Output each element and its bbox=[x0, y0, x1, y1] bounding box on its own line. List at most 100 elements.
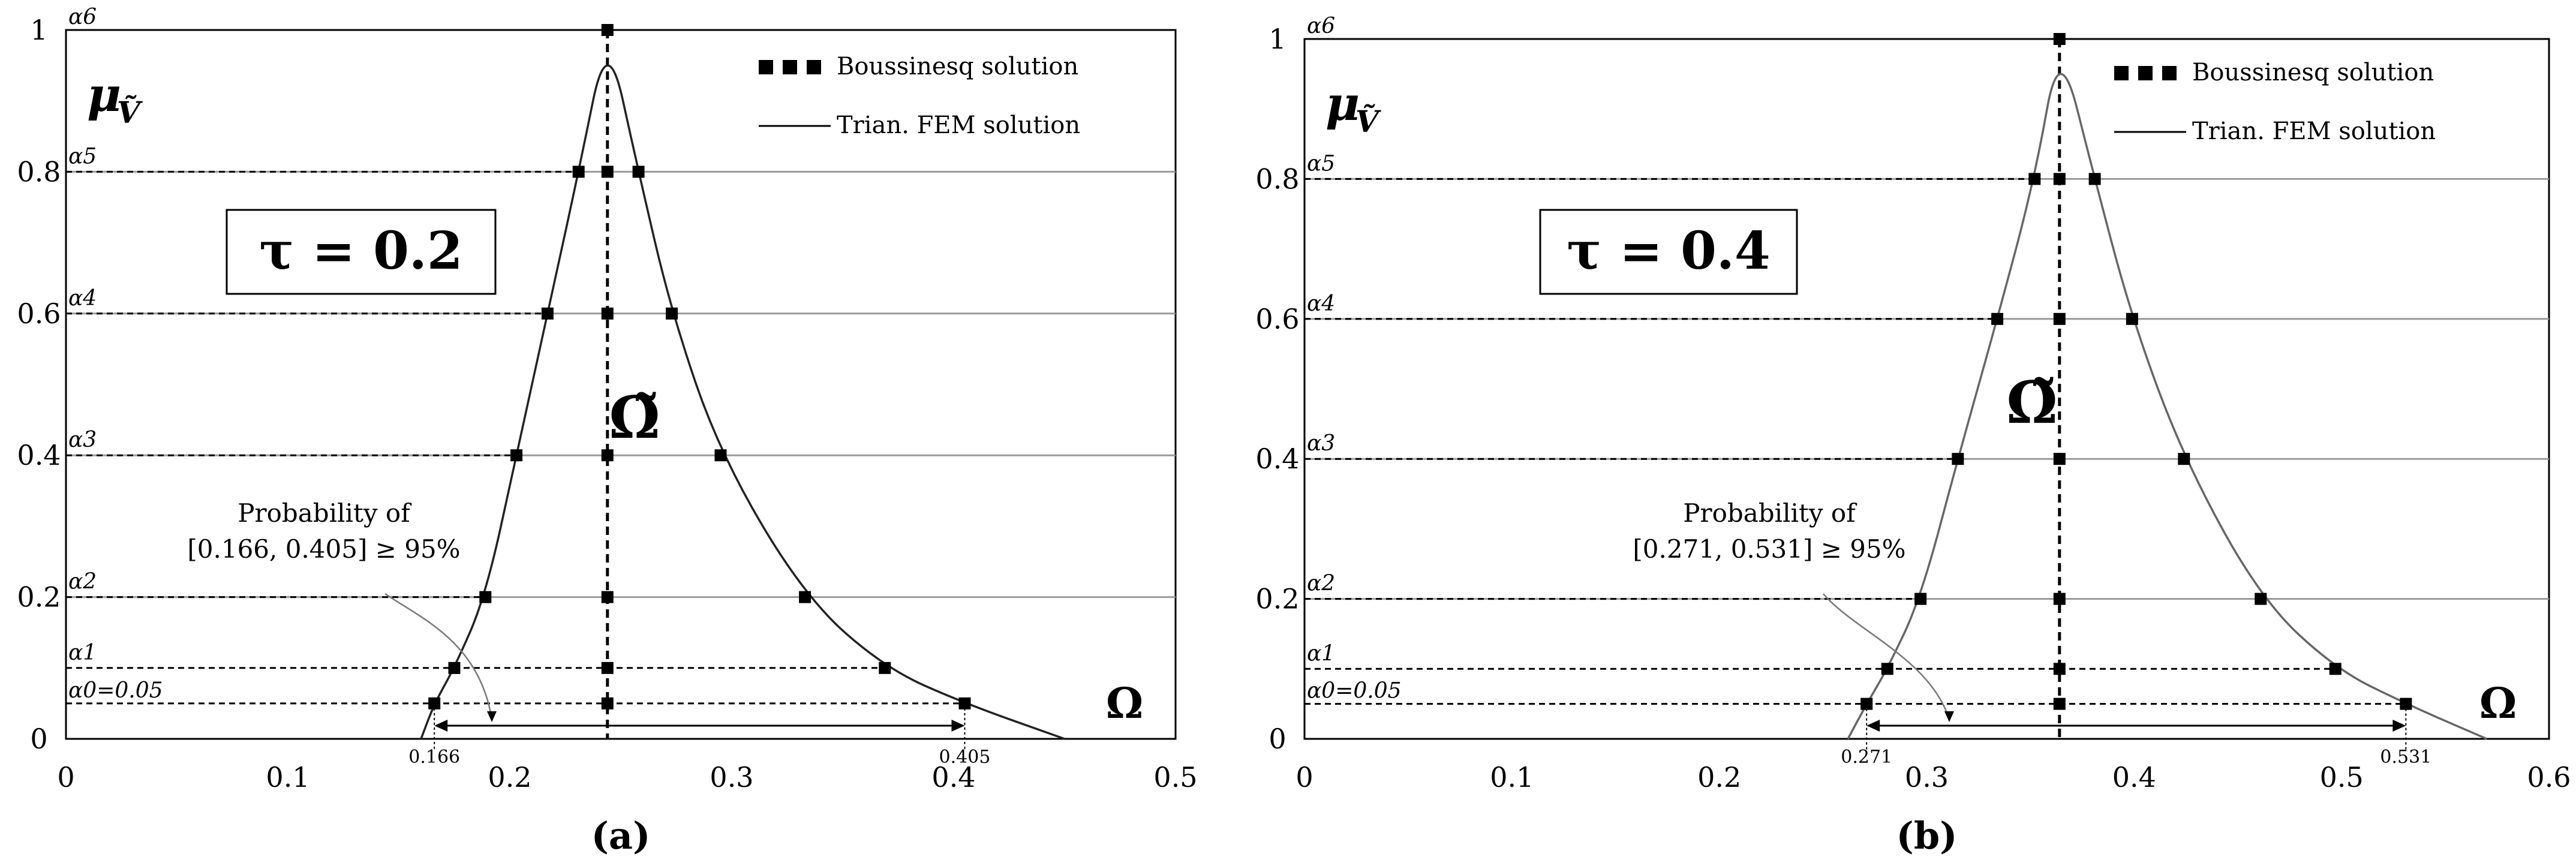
chart-panel-a: 0 0.2 0.4 0.6 0.8 1 0 0.1 0.2 0.3 0.4 0.5 α0=0.05 α1 α… bbox=[17, 5, 1197, 858]
boussinesq-marker bbox=[1991, 313, 2003, 325]
x-tick-label: 0 bbox=[57, 761, 74, 793]
legend-marker bbox=[2114, 66, 2129, 80]
interval-arrowhead-left bbox=[1866, 720, 1880, 732]
tau-label: τ = 0.2 bbox=[259, 221, 462, 281]
boussinesq-marker bbox=[2054, 698, 2066, 710]
boussinesq-marker bbox=[2028, 173, 2040, 185]
y-axis-label: μ bbox=[1325, 77, 1360, 131]
interval-label-left: 0.271 bbox=[1841, 747, 1892, 768]
x-tick-label: 0.1 bbox=[1490, 761, 1534, 793]
y-axis-label: μ bbox=[87, 68, 121, 122]
alpha-label: α1 bbox=[68, 641, 97, 665]
omega-tilde-label: Ω̃ bbox=[609, 384, 660, 452]
alpha-label: α4 bbox=[68, 286, 97, 311]
legend-marker bbox=[759, 60, 773, 74]
legend-boussinesq: Boussinesq solution bbox=[837, 53, 1078, 80]
y-axis-label-subscript: Ṽ bbox=[117, 95, 143, 130]
boussinesq-marker bbox=[479, 591, 491, 603]
fem-curve bbox=[1848, 74, 2487, 739]
y-tick-label: 1 bbox=[1269, 23, 1286, 55]
callout-curve bbox=[1823, 594, 1949, 720]
boussinesq-marker bbox=[666, 308, 678, 320]
y-tick-label: 1 bbox=[30, 14, 47, 46]
panel-label: (b) bbox=[1896, 814, 1957, 858]
interval-label-right: 0.531 bbox=[2380, 747, 2431, 768]
legend-boussinesq: Boussinesq solution bbox=[2192, 59, 2434, 86]
x-tick-label: 0.2 bbox=[1697, 761, 1741, 793]
y-tick-label: 0 bbox=[30, 723, 47, 755]
x-tick-label: 0 bbox=[1295, 761, 1313, 793]
x-axis-label: Ω bbox=[2479, 678, 2517, 728]
y-tick-label: 0.6 bbox=[1255, 303, 1299, 335]
boussinesq-marker bbox=[510, 449, 522, 461]
boussinesq-marker bbox=[573, 166, 585, 178]
x-tick-label: 0.4 bbox=[2112, 761, 2156, 793]
callout-arrowhead bbox=[1944, 711, 1954, 722]
boussinesq-marker bbox=[1952, 453, 1964, 465]
legend-marker bbox=[2138, 66, 2153, 80]
probability-line1: Probability of bbox=[238, 498, 412, 528]
x-tick-label: 0.2 bbox=[488, 761, 531, 793]
y-tick-label: 0.4 bbox=[1255, 443, 1299, 475]
boussinesq-marker bbox=[602, 591, 614, 603]
y-tick-label: 0 bbox=[1269, 723, 1286, 755]
boussinesq-marker bbox=[2054, 173, 2066, 185]
probability-line1: Probability of bbox=[1683, 498, 1857, 528]
boussinesq-marker bbox=[2126, 313, 2138, 325]
alpha-label: α2 bbox=[68, 570, 97, 594]
boussinesq-marker bbox=[602, 24, 614, 36]
boussinesq-marker bbox=[799, 591, 811, 603]
probability-line2: [0.166, 0.405] ≥ 95% bbox=[187, 534, 460, 564]
x-tick-label: 0.3 bbox=[710, 761, 753, 793]
omega-tilde-label: Ω̃ bbox=[2006, 369, 2057, 437]
boussinesq-marker bbox=[602, 166, 614, 178]
y-tick-label: 0.2 bbox=[1255, 583, 1299, 615]
alpha-label: α3 bbox=[1307, 431, 1335, 456]
boussinesq-marker bbox=[2255, 593, 2267, 605]
boussinesq-marker bbox=[2054, 313, 2066, 325]
x-tick-label: 0.5 bbox=[2320, 761, 2364, 793]
boussinesq-marker bbox=[2329, 663, 2341, 675]
interval-arrowhead-left bbox=[434, 720, 447, 732]
legend-marker bbox=[2162, 66, 2177, 80]
boussinesq-marker bbox=[2178, 453, 2190, 465]
y-axis-label-subscript: Ṽ bbox=[1355, 104, 1382, 139]
boussinesq-marker bbox=[602, 697, 614, 709]
boussinesq-marker bbox=[542, 308, 554, 320]
probability-line2: [0.271, 0.531] ≥ 95% bbox=[1633, 534, 1905, 564]
boussinesq-marker bbox=[1914, 593, 1926, 605]
tau-label: τ = 0.4 bbox=[1567, 221, 1770, 281]
interval-label-left: 0.166 bbox=[408, 747, 460, 768]
alpha-label: α6 bbox=[68, 5, 97, 29]
interval-label-right: 0.405 bbox=[939, 747, 991, 768]
legend-marker bbox=[783, 60, 797, 74]
alpha-label: α4 bbox=[1307, 291, 1335, 316]
interval-arrowhead-right bbox=[952, 720, 965, 732]
legend-fem: Trian. FEM solution bbox=[2192, 118, 2436, 145]
y-tick-label: 0.8 bbox=[1255, 163, 1299, 195]
boussinesq-marker bbox=[879, 662, 891, 674]
legend-marker bbox=[807, 60, 821, 74]
alpha-label: α0=0.05 bbox=[1307, 679, 1402, 703]
alpha-label: α0=0.05 bbox=[68, 678, 163, 703]
alpha-label: α6 bbox=[1307, 14, 1335, 38]
boussinesq-marker bbox=[633, 166, 645, 178]
boussinesq-marker bbox=[2089, 173, 2101, 185]
alpha-label: α3 bbox=[68, 428, 97, 452]
y-tick-label: 0.4 bbox=[17, 439, 61, 471]
boussinesq-marker bbox=[2054, 453, 2066, 465]
callout-arrowhead bbox=[487, 711, 497, 722]
chart-panel-b: 0 0.2 0.4 0.6 0.8 1 0 0.1 0.2 0.3 0.4 0.5 0.6 α0=0.05… bbox=[1255, 14, 2571, 858]
x-tick-label: 0.1 bbox=[266, 761, 309, 793]
panel-label: (a) bbox=[591, 814, 651, 858]
alpha-label: α5 bbox=[68, 144, 97, 169]
boussinesq-marker bbox=[2054, 593, 2066, 605]
boussinesq-marker bbox=[449, 662, 461, 674]
x-tick-label: 0.5 bbox=[1153, 761, 1197, 793]
legend-fem: Trian. FEM solution bbox=[837, 112, 1080, 139]
boussinesq-marker bbox=[1881, 663, 1893, 675]
alpha-label: α1 bbox=[1307, 641, 1335, 666]
fem-curve bbox=[421, 65, 1065, 739]
boussinesq-marker bbox=[715, 449, 727, 461]
